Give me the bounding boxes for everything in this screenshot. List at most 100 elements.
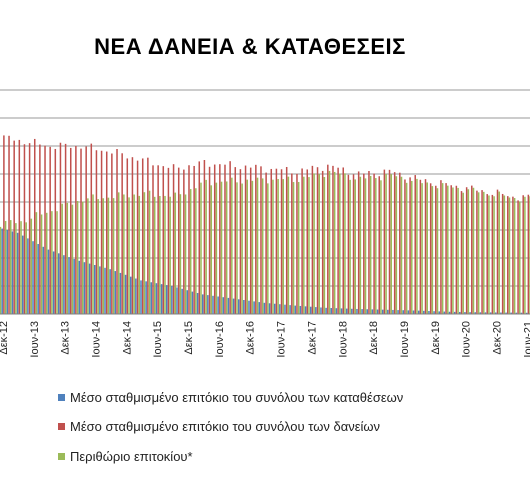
bar-deposits xyxy=(196,293,199,314)
x-tick-label: Ιουν-20 xyxy=(461,321,473,358)
bar-deposits xyxy=(412,310,415,314)
x-tick-label: Ιουν-14 xyxy=(91,321,103,358)
bar-loans xyxy=(105,151,108,314)
bar-margin xyxy=(128,197,130,314)
bar-deposits xyxy=(284,304,286,314)
bar-margin xyxy=(400,176,403,314)
bar-loans xyxy=(347,174,350,314)
bar-loans xyxy=(8,135,10,314)
bar-loans xyxy=(255,164,257,314)
bar-margin xyxy=(447,185,449,314)
bar-loans xyxy=(275,168,278,314)
bar-loans xyxy=(121,153,123,314)
bar-deposits xyxy=(443,311,446,314)
bar-loans xyxy=(409,177,411,314)
bar-margin xyxy=(184,194,187,314)
bar-deposits xyxy=(340,308,343,314)
bar-loans xyxy=(28,143,31,314)
bar-margin xyxy=(344,173,346,314)
bar-loans xyxy=(193,165,195,314)
bar-loans xyxy=(306,169,309,314)
bar-margin xyxy=(272,179,274,314)
bar-loans xyxy=(435,185,437,314)
bar-loans xyxy=(152,165,154,314)
bar-loans xyxy=(95,150,98,314)
bar-margin xyxy=(15,223,17,314)
bar-margin xyxy=(45,212,48,314)
bar-deposits xyxy=(93,265,96,314)
bar-margin xyxy=(267,183,269,314)
bar-margin xyxy=(81,201,84,314)
bar-margin xyxy=(441,183,444,314)
bar-loans xyxy=(311,165,314,314)
bar-margin xyxy=(164,195,166,314)
bar-loans xyxy=(23,144,26,314)
bar-deposits xyxy=(479,312,482,314)
bar-margin xyxy=(246,179,249,314)
bar-loans xyxy=(404,179,406,314)
bar-margin xyxy=(117,192,120,314)
bar-loans xyxy=(455,185,458,314)
bar-margin xyxy=(364,178,367,314)
bar-deposits xyxy=(88,263,91,314)
bar-deposits xyxy=(21,235,24,314)
bar-deposits xyxy=(150,282,153,314)
bar-loans xyxy=(357,171,360,314)
bar-deposits xyxy=(181,288,183,314)
legend-margin: Περιθώριο επιτοκίου* xyxy=(58,449,193,464)
bar-deposits xyxy=(83,262,86,314)
bar-deposits xyxy=(268,303,271,314)
bar-margin xyxy=(143,192,146,314)
bar-margin xyxy=(452,187,454,314)
bar-margin xyxy=(282,179,285,314)
bar-margin xyxy=(189,189,192,314)
bar-loans xyxy=(450,185,452,314)
bar-margin xyxy=(385,174,387,314)
bar-deposits xyxy=(68,257,70,314)
bar-loans xyxy=(249,167,252,314)
bar-margin xyxy=(421,183,423,314)
bar-deposits xyxy=(201,294,204,314)
bar-loans xyxy=(54,148,57,314)
bar-deposits xyxy=(279,304,281,314)
bar-deposits xyxy=(57,253,60,314)
bar-loans xyxy=(388,169,391,314)
bar-deposits xyxy=(227,297,230,314)
legend-label-deposits: Μέσο σταθμισμένο επιτόκιο του συνόλου τω… xyxy=(70,390,404,405)
x-tick-label: Δεκ-16 xyxy=(245,321,257,355)
x-tick-label: Ιουν-21 xyxy=(522,321,530,358)
bar-margin xyxy=(220,181,223,314)
bar-margin xyxy=(297,181,300,314)
bar-deposits xyxy=(99,266,101,314)
bar-deposits xyxy=(104,267,106,314)
bar-loans xyxy=(368,171,370,314)
bar-loans xyxy=(33,138,36,314)
bar-loans xyxy=(445,183,447,314)
bar-deposits xyxy=(392,309,394,314)
bar-margin xyxy=(328,170,331,314)
bar-deposits xyxy=(207,295,209,314)
bar-margin xyxy=(508,197,511,314)
bar-deposits xyxy=(63,255,65,314)
bar-loans xyxy=(471,185,473,314)
bar-margin xyxy=(236,182,238,314)
bar-deposits xyxy=(135,278,137,314)
x-tick-label: Δεκ-14 xyxy=(121,321,133,355)
bar-loans xyxy=(157,165,159,314)
bar-deposits xyxy=(315,307,317,314)
bar-deposits xyxy=(263,302,266,314)
bar-deposits xyxy=(299,305,302,314)
bar-margin xyxy=(30,218,33,314)
bar-loans xyxy=(265,172,267,314)
bar-loans xyxy=(13,140,15,314)
bar-deposits xyxy=(232,298,235,314)
bar-margin xyxy=(4,221,7,314)
bar-loans xyxy=(496,189,499,314)
bar-deposits xyxy=(500,312,502,314)
bar-deposits xyxy=(124,274,127,314)
x-tick-label: Δεκ-12 xyxy=(0,321,10,355)
bar-deposits xyxy=(237,299,240,314)
bar-margin xyxy=(472,187,475,314)
bar-loans xyxy=(424,179,427,314)
bar-margin xyxy=(107,197,110,314)
